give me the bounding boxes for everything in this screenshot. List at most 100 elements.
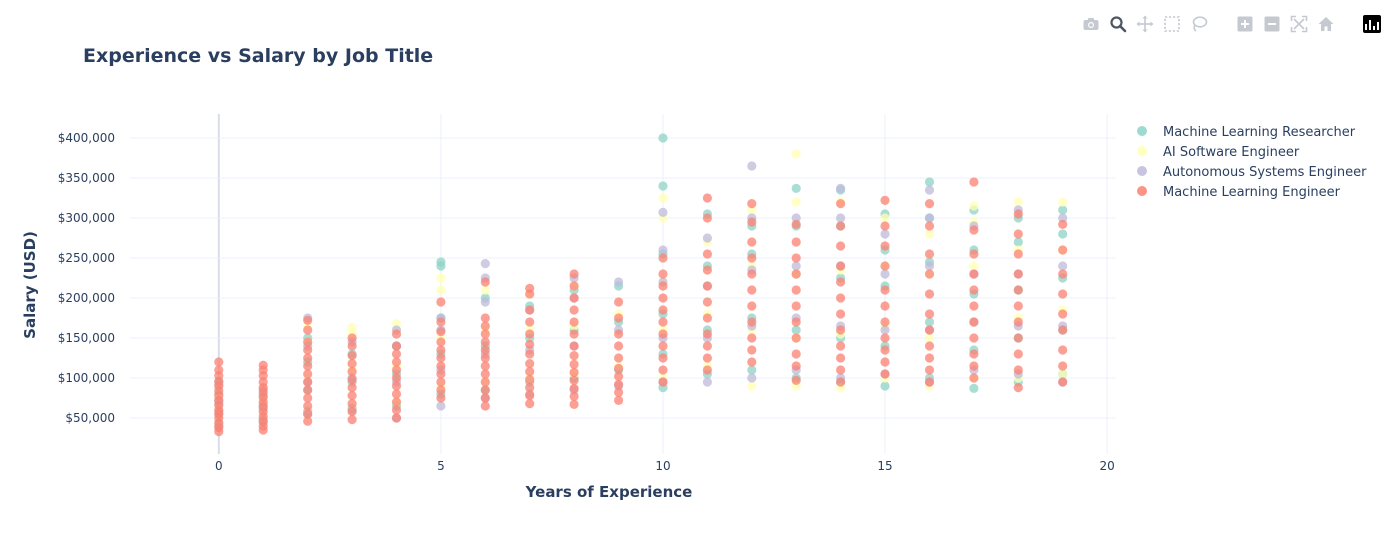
data-point[interactable]: [880, 229, 890, 239]
data-point[interactable]: [658, 365, 668, 375]
data-point[interactable]: [747, 301, 757, 311]
data-point[interactable]: [347, 359, 357, 369]
data-point[interactable]: [836, 221, 846, 231]
data-point[interactable]: [791, 361, 801, 371]
data-point[interactable]: [614, 353, 624, 363]
data-point[interactable]: [569, 399, 579, 409]
legend-item[interactable]: Machine Learning Engineer: [1137, 185, 1341, 200]
data-point[interactable]: [480, 277, 490, 287]
data-point[interactable]: [525, 305, 535, 315]
data-point[interactable]: [436, 285, 446, 295]
data-point[interactable]: [391, 319, 402, 329]
data-point[interactable]: [1058, 289, 1068, 299]
data-point[interactable]: [569, 341, 579, 351]
data-point[interactable]: [747, 381, 757, 391]
data-point[interactable]: [391, 341, 402, 351]
data-point[interactable]: [303, 353, 313, 363]
data-point[interactable]: [436, 345, 446, 355]
data-point[interactable]: [436, 377, 446, 387]
zoom-out-icon[interactable]: [1262, 14, 1282, 34]
data-point[interactable]: [969, 249, 979, 259]
data-point[interactable]: [1058, 219, 1068, 229]
data-point[interactable]: [969, 261, 979, 271]
data-point[interactable]: [702, 313, 713, 323]
data-point[interactable]: [347, 375, 357, 385]
data-point[interactable]: [569, 293, 579, 303]
data-point[interactable]: [880, 285, 890, 295]
data-point[interactable]: [747, 365, 757, 375]
data-point[interactable]: [347, 341, 357, 351]
data-point[interactable]: [658, 245, 668, 255]
legend-item[interactable]: Autonomous Systems Engineer: [1137, 165, 1367, 180]
data-point[interactable]: [969, 349, 979, 359]
data-point[interactable]: [702, 377, 713, 387]
data-point[interactable]: [658, 133, 668, 143]
data-point[interactable]: [480, 329, 490, 339]
data-point[interactable]: [480, 337, 490, 347]
data-point[interactable]: [303, 337, 313, 347]
data-point[interactable]: [747, 237, 757, 247]
pan-icon[interactable]: [1135, 14, 1155, 34]
data-point[interactable]: [880, 301, 890, 311]
data-point[interactable]: [347, 367, 357, 377]
data-point[interactable]: [303, 385, 313, 395]
data-point[interactable]: [614, 371, 624, 381]
data-point[interactable]: [969, 301, 979, 311]
data-point[interactable]: [569, 269, 579, 279]
data-point[interactable]: [614, 313, 624, 323]
data-point[interactable]: [658, 269, 668, 279]
data-point[interactable]: [880, 269, 890, 279]
data-point[interactable]: [391, 357, 402, 367]
data-point[interactable]: [436, 337, 446, 347]
data-point[interactable]: [1058, 361, 1068, 371]
data-point[interactable]: [525, 367, 535, 377]
data-point[interactable]: [480, 285, 490, 295]
data-point[interactable]: [1013, 301, 1023, 311]
data-point[interactable]: [791, 261, 801, 271]
data-point[interactable]: [658, 353, 668, 363]
data-point[interactable]: [747, 373, 757, 383]
data-point[interactable]: [969, 177, 979, 187]
data-point[interactable]: [836, 241, 846, 251]
data-point[interactable]: [836, 199, 846, 209]
data-point[interactable]: [480, 321, 490, 331]
data-point[interactable]: [924, 199, 935, 209]
data-point[interactable]: [347, 323, 357, 333]
data-point[interactable]: [658, 193, 668, 203]
data-point[interactable]: [614, 277, 624, 287]
data-point[interactable]: [969, 361, 979, 371]
data-point[interactable]: [791, 237, 801, 247]
data-point[interactable]: [880, 345, 890, 355]
data-point[interactable]: [658, 305, 668, 315]
data-point[interactable]: [480, 259, 490, 269]
data-point[interactable]: [303, 315, 313, 325]
data-point[interactable]: [391, 413, 402, 423]
reset-axes-icon[interactable]: [1316, 14, 1336, 34]
data-point[interactable]: [614, 379, 624, 389]
data-point[interactable]: [569, 383, 579, 393]
data-point[interactable]: [702, 297, 713, 307]
data-point[interactable]: [480, 353, 490, 363]
data-point[interactable]: [1013, 229, 1023, 239]
data-point[interactable]: [391, 405, 402, 415]
data-point[interactable]: [1013, 349, 1023, 359]
data-point[interactable]: [303, 377, 313, 387]
legend[interactable]: Machine Learning Researcher AI Software E…: [1137, 125, 1367, 200]
data-point[interactable]: [525, 391, 535, 401]
data-point[interactable]: [569, 359, 579, 369]
data-point[interactable]: [969, 333, 979, 343]
data-point[interactable]: [969, 225, 979, 235]
data-point[interactable]: [525, 339, 535, 349]
data-point[interactable]: [747, 161, 757, 171]
data-point[interactable]: [747, 317, 757, 327]
data-point[interactable]: [924, 333, 935, 343]
data-point[interactable]: [480, 297, 490, 307]
data-point[interactable]: [569, 329, 579, 339]
data-point[interactable]: [258, 360, 268, 370]
data-point[interactable]: [525, 317, 535, 327]
data-point[interactable]: [658, 329, 668, 339]
data-point[interactable]: [924, 341, 935, 351]
data-point[interactable]: [924, 309, 935, 319]
data-point[interactable]: [924, 353, 935, 363]
data-point[interactable]: [1013, 197, 1023, 207]
